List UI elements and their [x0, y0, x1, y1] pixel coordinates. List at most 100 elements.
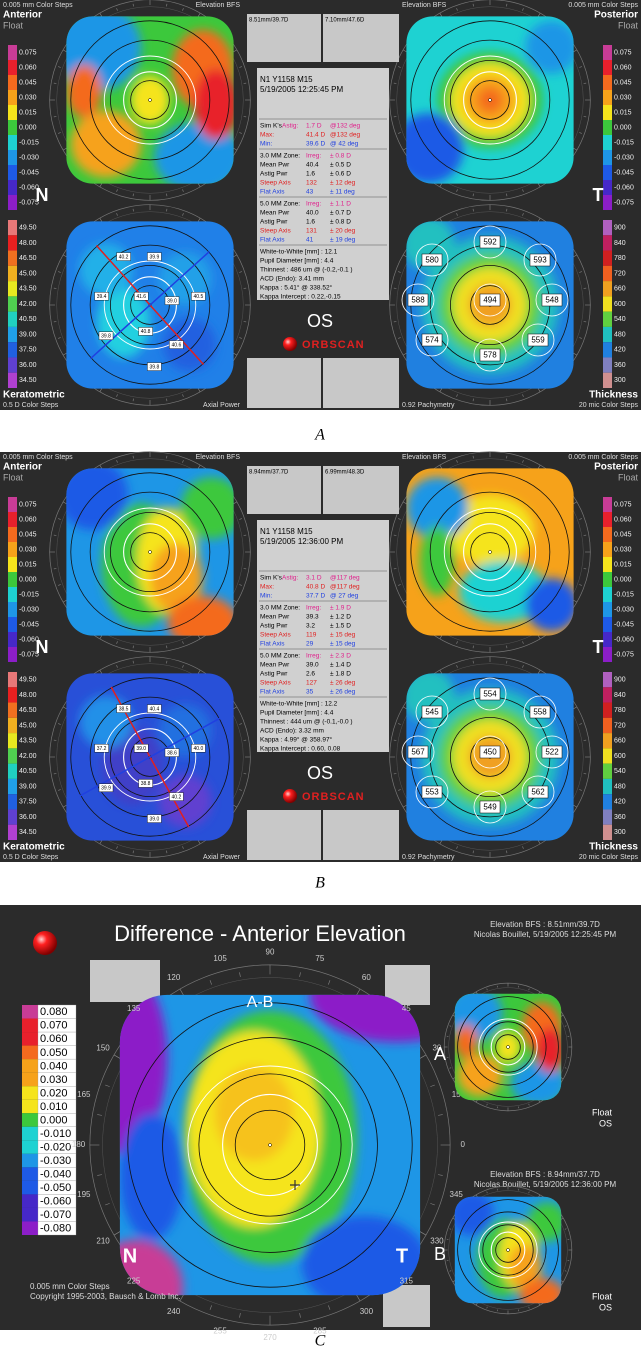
- map-subtitle: Float: [618, 20, 639, 30]
- info-cell: Astig:: [282, 575, 298, 582]
- scale-swatch: [8, 672, 17, 687]
- thickness-value: 574: [425, 336, 439, 345]
- info-stat: ACD (Endo): 3.41 mm: [260, 276, 324, 283]
- info-cell: Irreg:: [306, 605, 321, 612]
- scale-swatch: [8, 748, 17, 763]
- info-cell: Flat Axis: [260, 237, 285, 244]
- scale-label: 49.50: [19, 224, 37, 231]
- scale-swatch: [603, 617, 612, 632]
- scale-label: 45.00: [19, 722, 37, 729]
- scale-swatch: [603, 527, 612, 542]
- info-cell: Flat Axis: [260, 641, 285, 648]
- scale-swatch: [22, 1127, 38, 1141]
- caption: A: [314, 427, 325, 444]
- info-cell: Min:: [260, 141, 272, 148]
- scale-label: 42.00: [19, 301, 37, 308]
- map-note: Float: [592, 1291, 613, 1301]
- thickness-value: 522: [545, 748, 559, 757]
- scale-label: 720: [614, 270, 626, 277]
- scale-swatch: [603, 235, 612, 250]
- map-note: OS: [599, 1118, 612, 1128]
- info-stat: Kappa Intercept : 0.60, 0.08: [260, 746, 341, 753]
- scale-swatch: [603, 779, 612, 794]
- info-cell: Mean Pwr: [260, 662, 290, 669]
- section-header: 5.0 MM Zone:: [260, 201, 300, 208]
- thickness-value: 553: [425, 788, 439, 797]
- scale-label: 0.020: [40, 1087, 68, 1099]
- info-cell: 37.7 D: [306, 593, 325, 600]
- info-stat: White-to-White [mm] : 12.1: [260, 249, 338, 256]
- footer-note: Copyright 1995-2003, Bausch & Lomb Inc.: [30, 1292, 181, 1301]
- scale-label: 0.030: [19, 94, 37, 101]
- brand: ORBSCAN: [302, 791, 365, 803]
- map-zone: [80, 695, 133, 748]
- scale-swatch: [603, 357, 612, 372]
- scale-swatch: [8, 165, 17, 180]
- info-cell: Flat Axis: [260, 689, 285, 696]
- scale-label: 49.50: [19, 676, 37, 683]
- info-cell: 1.6: [306, 219, 315, 226]
- scale-swatch: [603, 281, 612, 296]
- scale-swatch: [22, 1059, 38, 1073]
- page: { "panels": [ { "top_left": "0.005 mm Co…: [0, 0, 641, 1353]
- section-header: Sim K's: [260, 575, 283, 582]
- scale-swatch: [8, 235, 17, 250]
- info-cell: 131: [306, 228, 317, 235]
- temporal-label: T: [593, 637, 604, 657]
- scale-label: 0.000: [614, 576, 632, 583]
- info-cell: 3.1 D: [306, 575, 322, 582]
- map: [58, 460, 243, 649]
- scale-label: -0.040: [40, 1169, 71, 1181]
- footer-note: 0.5 D Color Steps: [3, 402, 59, 409]
- scale-swatch: [603, 135, 612, 150]
- scale-label: 660: [614, 286, 626, 293]
- scale-swatch: [8, 497, 17, 512]
- info-cell: Mean Pwr: [260, 162, 290, 169]
- scale-label: -0.030: [19, 606, 39, 613]
- info-cell: Max:: [260, 584, 274, 591]
- scale-swatch: [8, 327, 17, 342]
- scale-label: 34.50: [19, 377, 37, 384]
- kerato-value: 40.5: [194, 294, 204, 300]
- temporal-label: T: [396, 1245, 408, 1267]
- kerato-value: 40.2: [172, 794, 182, 800]
- scale-swatch: [8, 687, 17, 702]
- map-title: Thickness: [589, 390, 638, 401]
- info-cell: 39.6 D: [306, 141, 325, 148]
- info-cell: 2.6: [306, 671, 315, 678]
- angle-label: 165: [77, 1090, 91, 1099]
- info-cell: ± 1.9 D: [330, 605, 351, 612]
- scale-label: 0.060: [614, 64, 632, 71]
- info-cell: Astig:: [282, 123, 298, 130]
- scale-swatch: [603, 764, 612, 779]
- map-title: Anterior: [3, 462, 42, 473]
- scale-label: 0.070: [40, 1020, 68, 1032]
- scale-label: 0.000: [614, 124, 632, 131]
- info-cell: 1.6: [306, 171, 315, 178]
- center-mark: [149, 99, 152, 102]
- angle-label: 75: [315, 954, 324, 963]
- scale-swatch: [603, 794, 612, 809]
- scale-label: 660: [614, 738, 626, 745]
- scale-label: 420: [614, 347, 626, 354]
- angle-label: 105: [213, 954, 227, 963]
- info-cell: Mean Pwr: [260, 614, 290, 621]
- scale-swatch: [603, 266, 612, 281]
- brand: ORBSCAN: [302, 339, 365, 351]
- map-note: Elevation BFS : 8.94mm/37.7D: [490, 1170, 600, 1179]
- scale-swatch: [22, 1154, 38, 1168]
- footer-note: 0.92 Pachymetry: [402, 854, 455, 861]
- scale-swatch: [603, 825, 612, 840]
- info-cell: 127: [306, 680, 317, 687]
- scale-label: 34.50: [19, 829, 37, 836]
- scale-label: 0.015: [614, 561, 632, 568]
- scale-swatch: [22, 1086, 38, 1100]
- thickness-value: 554: [483, 690, 497, 699]
- scale-swatch: [603, 542, 612, 557]
- scale-label: 42.00: [19, 753, 37, 760]
- map-zone: [80, 243, 133, 296]
- scale-swatch: [603, 251, 612, 266]
- scale-label: 0.060: [614, 516, 632, 523]
- figure: 0.005 mm Color StepsAnteriorFloatElevati…: [0, 0, 641, 1353]
- center-mark: [489, 99, 492, 102]
